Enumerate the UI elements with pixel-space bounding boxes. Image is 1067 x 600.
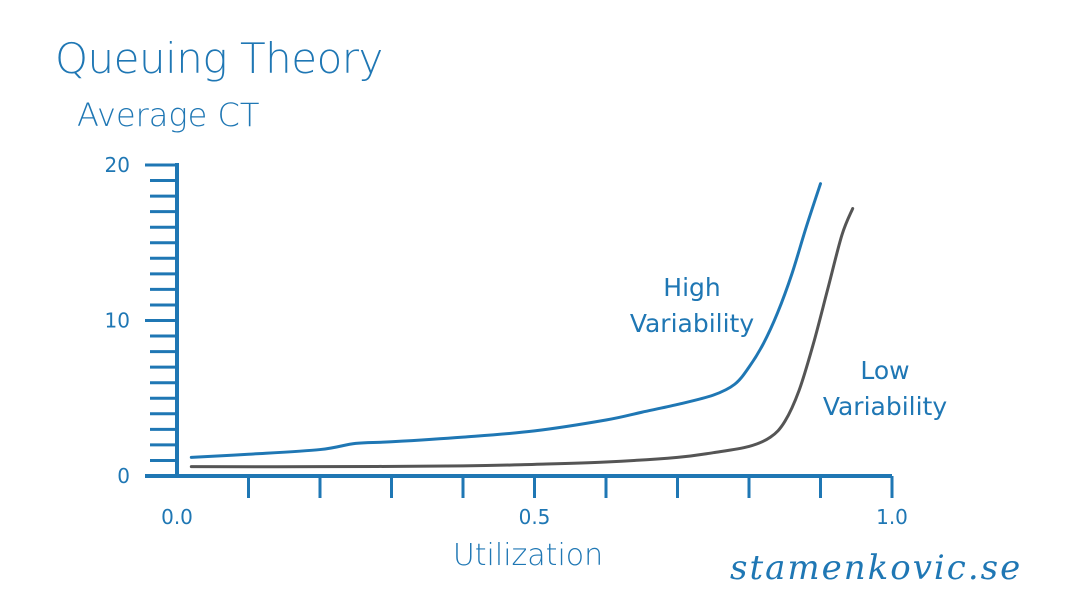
series-line-low-variability	[189, 207, 855, 469]
annotation-line: Variability	[630, 309, 755, 338]
signature-watermark: stamenkovic.se	[730, 548, 1023, 588]
chart-title: Queuing Theory	[55, 34, 383, 83]
annotation-line: Variability	[823, 392, 948, 421]
x-tick-label: 0.0	[161, 505, 193, 529]
annotation-line: Low	[860, 356, 909, 385]
series-line-high-variability	[189, 182, 822, 459]
x-tick-label: 1.0	[876, 505, 908, 529]
x-tick-label: 0.5	[519, 505, 551, 529]
axes	[145, 163, 894, 498]
series-layer	[189, 182, 855, 469]
annotation-high-variability: High Variability	[630, 273, 755, 338]
annotation-line: High	[663, 273, 720, 302]
annotation-low-variability: Low Variability	[823, 356, 948, 421]
y-tick-label: 10	[105, 309, 130, 333]
labels-layer: 0 10 20 0.0 0.5 1.0 Utilization High Variability…	[105, 153, 948, 573]
y-tick-label: 20	[105, 153, 130, 177]
x-axis-label: Utilization	[453, 538, 603, 573]
y-tick-label: 0	[117, 464, 130, 488]
y-axis-label: Average CT	[77, 96, 260, 134]
